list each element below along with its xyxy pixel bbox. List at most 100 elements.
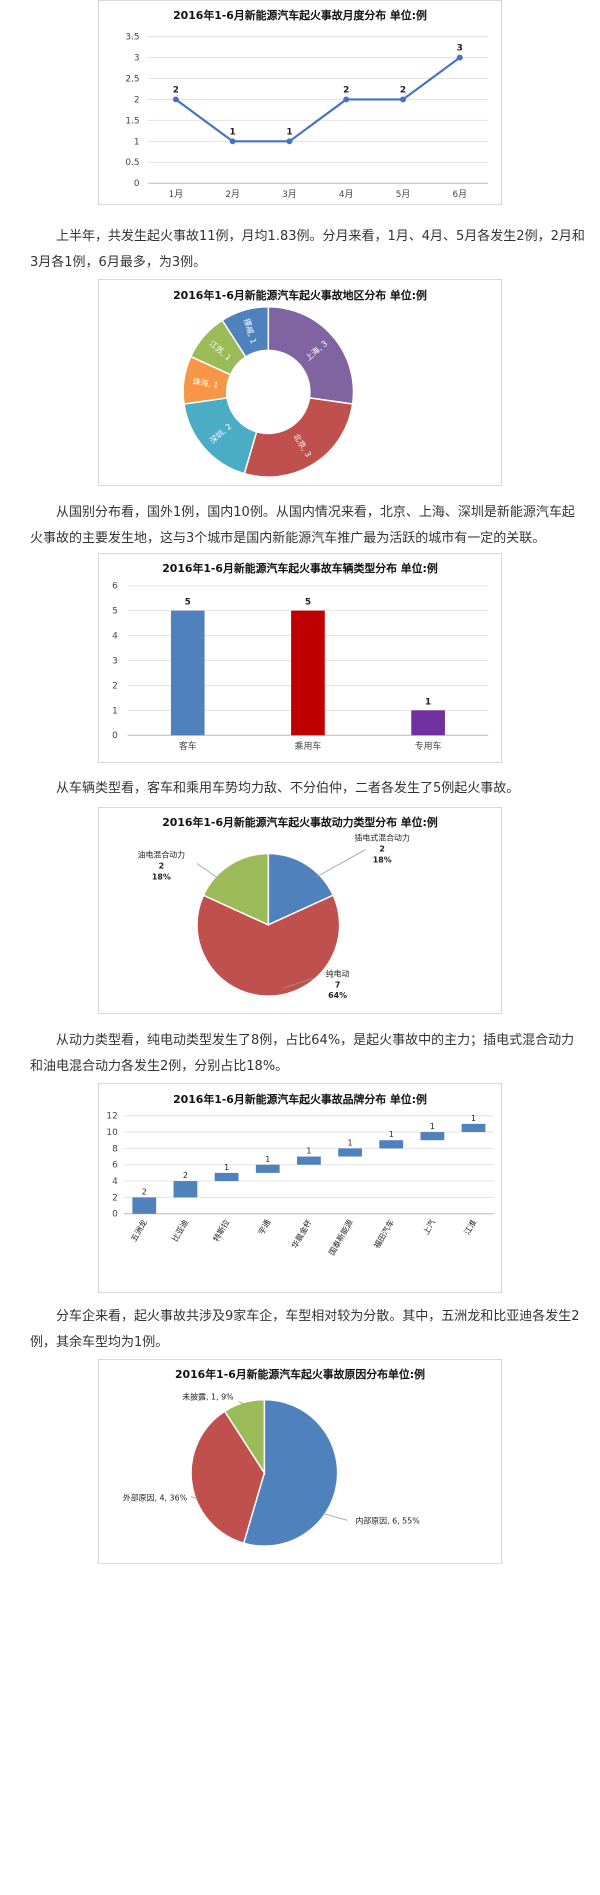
chart-brand-card: 2016年1-6月新能源汽车起火事故品牌分布 单位:例 0 2 4 6 8 10 12 2 五洲… — [98, 1083, 502, 1293]
chart-title: 2016年1-6月新能源汽车起火事故原因分布单位:例 — [175, 1367, 425, 1381]
pie-slice — [242, 1398, 339, 1547]
data-point — [400, 96, 406, 103]
data-label: 1 — [230, 127, 236, 137]
paragraph-2: 从国别分布看，国外1例，国内10例。从国内情况来看，北京、上海、深圳是新能源汽车… — [30, 505, 575, 546]
y-tick-label: 4 — [112, 1177, 118, 1187]
data-point — [343, 96, 350, 103]
pie-slice — [202, 852, 270, 927]
leader-line — [196, 863, 218, 878]
paragraph-3: 从车辆类型看，客车和乘用车势均力敌、不分伯仲，二者各发生了5例起火事故。 — [56, 781, 520, 796]
slice-count: 2 — [159, 861, 165, 870]
waterfall-bar — [338, 1148, 362, 1157]
data-label: 2 — [183, 1171, 188, 1180]
leader-line — [315, 849, 366, 878]
data-point — [286, 138, 293, 145]
x-tick-label: 6月 — [452, 189, 467, 200]
slice-percent: 18% — [152, 872, 171, 881]
chart-region: 2016年1-6月新能源汽车起火事故地区分布 单位:例 上海, 3北京, 3深圳… — [173, 288, 427, 478]
donut-slice — [267, 305, 355, 405]
y-tick-label: 2 — [112, 681, 118, 691]
data-label: 5 — [305, 598, 311, 608]
data-label: 5 — [185, 598, 191, 608]
x-tick-label: 5月 — [396, 189, 411, 200]
leader-line — [322, 1513, 348, 1521]
chart-monthly-card: 2016年1-6月新能源汽车起火事故月度分布 单位:例 0 0.5 1 1.5 2 2.5… — [98, 0, 502, 205]
chart-brand: 2016年1-6月新能源汽车起火事故品牌分布 单位:例 0246810122五洲… — [106, 1092, 495, 1257]
bar — [170, 610, 205, 736]
chart-title: 2016年1-6月新能源汽车起火事故动力类型分布 单位:例 — [162, 815, 438, 829]
slice-label: 珠海, 1 — [192, 376, 219, 390]
chart-title: 2016年1-6月新能源汽车起火事故品牌分布 单位:例 — [173, 1092, 427, 1106]
y-tick-label: 2.5 — [125, 74, 139, 84]
y-tick-label: 10 — [106, 1128, 118, 1138]
data-label: 1 — [389, 1130, 394, 1139]
x-tick-label: 客车 — [179, 740, 197, 752]
y-tick-label: 1 — [134, 137, 140, 147]
y-tick-label: 2 — [112, 1193, 118, 1203]
y-tick-label: 6 — [112, 1161, 118, 1171]
waterfall-bar — [297, 1156, 321, 1165]
data-label: 1 — [224, 1163, 229, 1172]
pie-slice — [267, 852, 335, 927]
data-point — [229, 138, 236, 145]
y-tick-label: 12 — [106, 1112, 117, 1122]
y-tick-label: 0 — [112, 731, 118, 741]
waterfall-bar — [255, 1164, 280, 1173]
y-tick-label: 3 — [112, 656, 118, 666]
pie-slice — [223, 1398, 266, 1476]
slice-count: 7 — [335, 980, 341, 989]
data-label: 1 — [265, 1155, 270, 1164]
x-tick-label: 五洲龙 — [128, 1218, 149, 1244]
data-label: 2 — [173, 86, 179, 96]
x-tick-label: 2月 — [225, 189, 240, 200]
waterfall-bar — [379, 1140, 404, 1149]
donut-slice — [243, 396, 354, 478]
x-tick-label: 特斯拉 — [211, 1218, 232, 1244]
donut-slice — [221, 305, 270, 358]
chart-vehicle: 2016年1-6月新能源汽车起火事故车辆类型分布 单位:例 0 1 2 3 4 5 6 5 客车… — [112, 561, 489, 752]
y-tick-label: 6 — [112, 582, 118, 592]
y-tick-label: 8 — [112, 1144, 118, 1154]
chart-power-card: 2016年1-6月新能源汽车起火事故动力类型分布 单位:例 插电式混合动力 2 18… — [98, 807, 502, 1014]
y-tick-label: 4 — [112, 632, 118, 642]
waterfall-bar — [461, 1123, 486, 1133]
leader-line — [283, 977, 313, 989]
y-tick-label: 3.5 — [125, 33, 139, 43]
data-label: 1 — [425, 697, 431, 707]
y-tick-label: 5 — [112, 607, 118, 617]
waterfall-bar — [420, 1132, 445, 1141]
data-label: 2 — [400, 86, 406, 96]
x-tick-label: 宇通 — [256, 1218, 273, 1237]
chart-title: 2016年1-6月新能源汽车起火事故车辆类型分布 单位:例 — [162, 561, 438, 575]
chart-cause-card: 2016年1-6月新能源汽车起火事故原因分布单位:例 内部原因, 6, 55% 外… — [98, 1359, 502, 1564]
waterfall-bar — [132, 1197, 157, 1214]
x-tick-label: 4月 — [339, 189, 354, 200]
paragraph-5: 分车企来看，起火事故共涉及9家车企，车型相对较为分散。其中，五洲龙和比亚迪各发生… — [30, 1309, 580, 1350]
x-tick-label: 上汽 — [421, 1218, 438, 1237]
waterfall-bar — [214, 1172, 239, 1182]
data-label: 1 — [471, 1114, 476, 1123]
data-point — [456, 54, 463, 61]
x-tick-label: 3月 — [282, 189, 297, 200]
slice-name: 插电式混合动力 — [355, 833, 410, 843]
y-tick-label: 1.5 — [125, 116, 139, 126]
x-tick-label: 乘用车 — [295, 740, 322, 752]
data-label: 2 — [142, 1187, 147, 1196]
slice-label: 外部原因, 4, 36% — [123, 1493, 188, 1503]
leader-line — [238, 1401, 244, 1404]
y-tick-label: 3 — [134, 54, 140, 64]
chart-cause: 2016年1-6月新能源汽车起火事故原因分布单位:例 内部原因, 6, 55% 外… — [123, 1367, 425, 1547]
waterfall-bar — [173, 1181, 198, 1198]
y-tick-label: 1 — [112, 706, 118, 716]
paragraph-4: 从动力类型看，纯电动类型发生了8例，占比64%，是起火事故中的主力；插电式混合动… — [30, 1033, 575, 1074]
leader-line — [190, 1496, 198, 1500]
bar — [411, 710, 445, 736]
data-label: 1 — [306, 1147, 311, 1156]
series-line — [175, 56, 461, 143]
x-tick-label: 1月 — [169, 189, 184, 200]
slice-name: 纯电动 — [326, 968, 350, 978]
data-point — [172, 96, 179, 103]
x-tick-label: 国泰新能源 — [326, 1218, 354, 1257]
slice-percent: 64% — [328, 991, 347, 1000]
x-tick-label: 江淮 — [462, 1218, 479, 1237]
